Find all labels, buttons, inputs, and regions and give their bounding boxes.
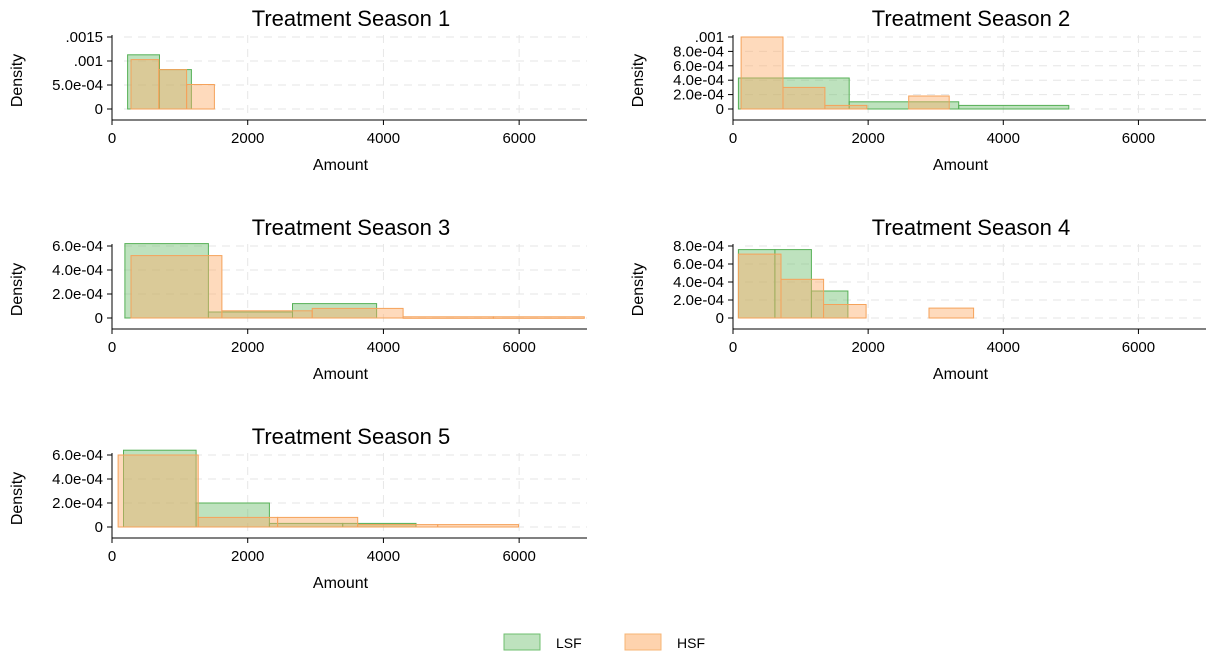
panel-title: Treatment Season 2 xyxy=(872,6,1071,31)
y-tick-label: 8.0e-04 xyxy=(673,43,724,60)
x-axis-label: Amount xyxy=(933,157,989,174)
legend-swatch-hsf xyxy=(624,633,662,651)
x-tick-label: 2000 xyxy=(231,339,264,356)
x-tick-label: 6000 xyxy=(1122,130,1155,147)
y-tick-label: 6.0e-04 xyxy=(52,238,103,255)
subplot-treatment-season-5: Treatment Season 5 0 2.0e-04 4.0e-04 6.0e-04… xyxy=(9,424,587,592)
x-tick-label: 0 xyxy=(729,130,737,147)
y-tick-label: 4.0e-04 xyxy=(52,262,103,279)
y-tick-label: 0 xyxy=(716,310,724,327)
subplot-treatment-season-3: Treatment Season 3 0 2.0e-04 4.0e-04 6.0e-04… xyxy=(9,215,587,383)
x-tick-label: 0 xyxy=(108,548,116,565)
x-tick-label: 4000 xyxy=(987,339,1020,356)
y-tick-label: 2.0e-04 xyxy=(52,286,103,303)
x-axis-label: Amount xyxy=(313,157,369,174)
y-tick-label: 4.0e-04 xyxy=(673,274,724,291)
panel-title: Treatment Season 1 xyxy=(252,6,451,31)
histogram-bar-hsf xyxy=(130,59,160,110)
legend-label-lsf: LSF xyxy=(556,635,582,651)
histogram-bar-hsf xyxy=(492,316,585,319)
histogram-bar-hsf xyxy=(823,304,867,319)
panel-title: Treatment Season 5 xyxy=(252,424,451,449)
legend-label-hsf: HSF xyxy=(677,635,705,651)
y-tick-label: 0 xyxy=(95,101,103,118)
histogram-bar-hsf xyxy=(221,310,313,319)
histogram-bar-lsf xyxy=(127,54,160,110)
x-tick-label: 4000 xyxy=(367,548,400,565)
histogram-bar-lsf xyxy=(737,77,850,110)
panel-title: Treatment Season 3 xyxy=(252,215,451,240)
x-tick-label: 6000 xyxy=(502,130,535,147)
legend: LSF HSF xyxy=(503,633,705,651)
y-tick-label: 4.0e-04 xyxy=(52,471,103,488)
histogram-bar-hsf xyxy=(740,36,784,110)
x-tick-label: 6000 xyxy=(1122,339,1155,356)
y-tick-label: .0015 xyxy=(65,29,103,46)
x-tick-label: 2000 xyxy=(231,548,264,565)
y-tick-label: 4.0e-04 xyxy=(673,72,724,89)
y-tick-label: 6.0e-04 xyxy=(52,447,103,464)
histogram-bar-hsf xyxy=(402,316,494,319)
y-axis-label: Density xyxy=(630,263,647,316)
panel-title: Treatment Season 4 xyxy=(872,215,1071,240)
legend-swatch-lsf xyxy=(503,633,541,651)
histogram-bar-hsf xyxy=(824,104,868,110)
histogram-bar-hsf xyxy=(311,307,404,319)
y-axis-label: Density xyxy=(9,54,26,107)
subplot-treatment-season-4: Treatment Season 402.0e-044.0e-046.0e-04… xyxy=(630,215,1206,383)
histogram-bar-hsf xyxy=(357,524,439,528)
x-tick-label: 4000 xyxy=(987,130,1020,147)
y-tick-label: 6.0e-04 xyxy=(673,58,724,75)
x-axis-label: Amount xyxy=(933,366,989,383)
histogram-bar-lsf xyxy=(958,104,1070,110)
x-axis-label: Amount xyxy=(313,575,369,592)
y-tick-label: 0 xyxy=(716,101,724,118)
y-tick-label: .001 xyxy=(74,53,103,70)
x-tick-label: 2000 xyxy=(851,339,884,356)
y-axis-label: Density xyxy=(630,54,647,107)
x-tick-label: 0 xyxy=(108,339,116,356)
x-tick-label: 4000 xyxy=(367,130,400,147)
y-tick-label: 6.0e-04 xyxy=(673,256,724,273)
y-tick-label: 2.0e-04 xyxy=(673,87,724,104)
histogram-bar-lsf xyxy=(737,249,776,319)
x-tick-label: 0 xyxy=(108,130,116,147)
histogram-bar-hsf xyxy=(908,95,950,110)
subplot-treatment-season-1: Treatment Season 1 0 5.0e-04 .001 .0015 0 2000… xyxy=(9,6,587,174)
y-tick-label: 2.0e-04 xyxy=(52,495,103,512)
histogram-bar-hsf xyxy=(186,84,215,110)
y-tick-label: 2.0e-04 xyxy=(673,292,724,309)
subplot-treatment-season-2: Treatment Season 202.0e-044.0e-046.0e-04… xyxy=(630,6,1206,174)
y-axis-label: Density xyxy=(9,472,26,525)
x-axis-label: Amount xyxy=(313,366,369,383)
histogram-bar-lsf xyxy=(123,449,197,528)
histogram-bar-hsf xyxy=(437,524,520,528)
histogram-bar-hsf xyxy=(737,253,782,319)
histogram-bar-lsf xyxy=(195,502,270,528)
y-axis-label: Density xyxy=(9,263,26,316)
x-tick-label: 4000 xyxy=(367,339,400,356)
y-tick-label: .001 xyxy=(695,29,724,46)
y-tick-label: 0 xyxy=(95,519,103,536)
x-tick-label: 2000 xyxy=(231,130,264,147)
x-tick-label: 2000 xyxy=(851,130,884,147)
histogram-bar-hsf xyxy=(928,307,975,319)
histogram-bar-hsf xyxy=(158,69,188,110)
y-tick-label: 5.0e-04 xyxy=(52,77,103,94)
histogram-bar-hsf xyxy=(130,255,223,319)
x-tick-label: 0 xyxy=(729,339,737,356)
y-tick-label: 0 xyxy=(95,310,103,327)
y-tick-label: 8.0e-04 xyxy=(673,238,724,255)
histogram-bar-hsf xyxy=(780,278,825,319)
histogram-bar-hsf xyxy=(782,86,826,110)
histogram-bar-hsf xyxy=(117,454,199,528)
x-tick-label: 6000 xyxy=(502,339,535,356)
x-tick-label: 6000 xyxy=(502,548,535,565)
histogram-bar-hsf xyxy=(197,516,279,528)
histogram-bar-hsf xyxy=(277,516,359,528)
